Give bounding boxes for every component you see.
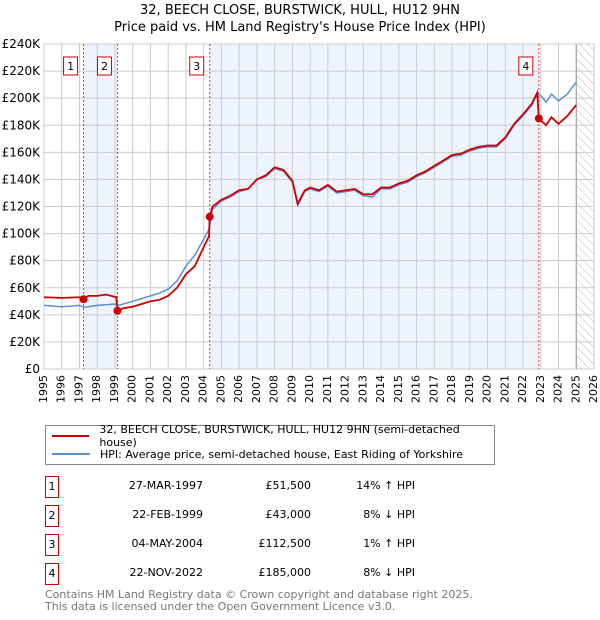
x-tick-label: 2026 xyxy=(587,375,600,403)
sale-number: 3 xyxy=(193,60,200,73)
x-tick-label: 2016 xyxy=(410,375,423,403)
y-tick-label: £40K xyxy=(9,308,41,322)
sale-point xyxy=(79,295,88,304)
x-tick-label: 1997 xyxy=(72,375,85,403)
y-tick-label: £160K xyxy=(2,145,42,159)
sale-point xyxy=(205,212,214,221)
sale-price: £51,500 xyxy=(265,479,312,492)
chart-subtitle: Price paid vs. HM Land Registry's House … xyxy=(114,20,486,35)
x-tick-label: 2008 xyxy=(268,375,281,403)
x-tick-label: 2007 xyxy=(250,375,263,403)
y-tick-label: £60K xyxy=(9,281,41,295)
sale-hpi-diff: 8% ↓ HPI xyxy=(363,566,415,579)
sale-number: 2 xyxy=(45,505,59,527)
sale-point xyxy=(534,114,543,123)
x-tick-label: 2012 xyxy=(339,375,352,403)
sale-number: 2 xyxy=(101,60,108,73)
x-tick-label: 1999 xyxy=(108,375,121,403)
x-tick-label: 2000 xyxy=(126,375,139,403)
plot-area: 1995 1996 1997 1998 1999 2000 2001 2002 2003 2004… xyxy=(2,37,600,403)
y-tick-label: £240K xyxy=(2,37,42,51)
x-tick-label: 2003 xyxy=(179,375,192,403)
x-tick-label: 2011 xyxy=(321,375,334,403)
x-tick-label: 2009 xyxy=(285,375,298,403)
sale-number-box xyxy=(63,56,79,76)
x-tick-label: 2002 xyxy=(161,375,174,403)
sale-date: 04-MAY-2004 xyxy=(131,537,203,550)
x-tick-label: 2005 xyxy=(214,375,227,403)
x-tick-label: 2013 xyxy=(356,375,369,403)
sale-date: 22-FEB-1999 xyxy=(132,508,203,521)
x-tick-label: 2021 xyxy=(498,375,511,403)
footer-note: Contains HM Land Registry data © Crown c… xyxy=(45,589,473,613)
sale-number: 3 xyxy=(45,534,59,556)
sale-date: 22-NOV-2022 xyxy=(129,566,203,579)
x-tick-label: 2006 xyxy=(232,375,245,403)
chart-title: 32, BEECH CLOSE, BURSTWICK, HULL, HU12 9… xyxy=(140,3,460,18)
sale-number-box xyxy=(96,56,112,76)
y-tick-label: £220K xyxy=(2,64,42,78)
legend-item-property: 32, BEECH CLOSE, BURSTWICK, HULL, HU12 9… xyxy=(52,423,494,449)
y-tick-label: £80K xyxy=(9,254,41,268)
x-tick-label: 1996 xyxy=(55,375,68,403)
y-tick-label: £140K xyxy=(2,172,42,186)
x-tick-label: 2004 xyxy=(197,375,210,403)
sale-hpi-diff: 8% ↓ HPI xyxy=(363,508,415,521)
x-tick-label: 1998 xyxy=(90,375,103,403)
y-tick-label: £200K xyxy=(2,91,42,105)
x-tick-label: 2024 xyxy=(552,375,565,403)
footer-line: This data is licensed under the Open Gov… xyxy=(45,600,396,613)
price-paid-line xyxy=(43,89,577,313)
x-tick-label: 2015 xyxy=(392,375,405,403)
hpi-line xyxy=(43,81,577,309)
legend-label: HPI: Average price, semi-detached house,… xyxy=(100,447,464,461)
y-tick-label: £120K xyxy=(2,200,42,214)
legend-item-hpi: HPI: Average price, semi-detached house,… xyxy=(52,445,463,463)
sale-number: 1 xyxy=(67,60,74,73)
sale-point xyxy=(113,306,122,315)
sale-hpi-diff: 14% ↑ HPI xyxy=(356,479,415,492)
x-tick-label: 2019 xyxy=(463,375,476,403)
x-tick-label: 2014 xyxy=(374,375,387,403)
sale-price: £185,000 xyxy=(258,566,312,579)
sale-number: 1 xyxy=(45,476,59,498)
sale-number-box xyxy=(189,56,205,76)
y-tick-label: £100K xyxy=(2,227,42,241)
x-tick-label: 1995 xyxy=(37,375,50,403)
sale-number: 4 xyxy=(522,60,529,73)
x-tick-label: 2025 xyxy=(569,375,582,403)
y-tick-label: £20K xyxy=(9,335,41,349)
x-tick-label: 2022 xyxy=(516,375,529,403)
y-tick-label: £0 xyxy=(25,362,40,376)
x-tick-label: 2017 xyxy=(427,375,440,403)
x-tick-label: 2010 xyxy=(303,375,316,403)
x-tick-label: 2001 xyxy=(143,375,156,403)
sale-number: 4 xyxy=(45,563,59,585)
x-tick-label: 2018 xyxy=(445,375,458,403)
sale-price: £112,500 xyxy=(258,537,312,550)
legend-label: 32, BEECH CLOSE, BURSTWICK, HULL, HU12 9… xyxy=(99,423,460,449)
sale-hpi-diff: 1% ↑ HPI xyxy=(363,537,415,550)
sale-price: £43,000 xyxy=(265,508,312,521)
x-tick-label: 2020 xyxy=(481,375,494,403)
y-tick-label: £180K xyxy=(2,118,42,132)
footer-line: Contains HM Land Registry data © Crown c… xyxy=(45,588,473,601)
x-tick-label: 2023 xyxy=(534,375,547,403)
sale-date: 27-MAR-1997 xyxy=(128,479,203,492)
legend: 32, BEECH CLOSE, BURSTWICK, HULL, HU12 9… xyxy=(45,423,495,465)
sale-number-box xyxy=(518,56,534,76)
